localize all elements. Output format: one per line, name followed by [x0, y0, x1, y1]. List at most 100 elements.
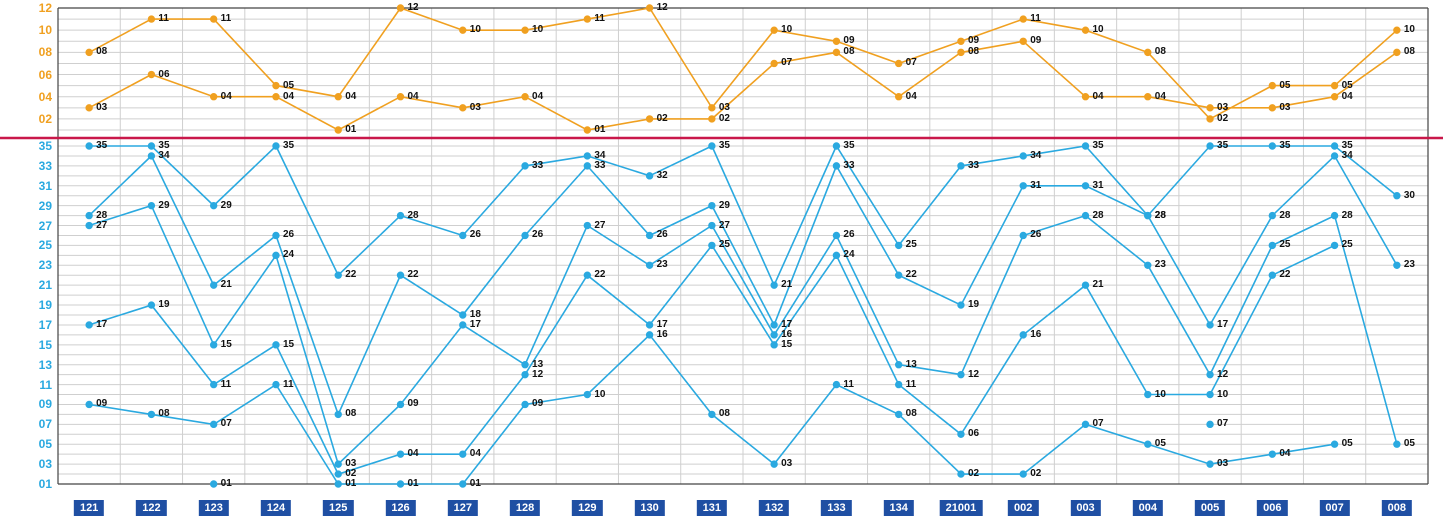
bot-pt-18-3: 03 — [1217, 459, 1228, 469]
bot-pt-15-34: 34 — [1030, 151, 1041, 161]
bot-pt-8-34: 34 — [594, 151, 605, 161]
top-pt-17-8: 08 — [1155, 47, 1166, 57]
bot-pt-1-8: 08 — [158, 409, 169, 419]
bot-pt-2-15: 15 — [221, 340, 232, 350]
top-pt-5-4: 04 — [408, 92, 419, 102]
bot-pt-18-10: 10 — [1217, 390, 1228, 400]
top-pt-20-4: 04 — [1342, 92, 1353, 102]
bot-pt-18-17: 17 — [1217, 320, 1228, 330]
xaxis-005: 005 — [1195, 500, 1225, 516]
xaxis-003: 003 — [1070, 500, 1100, 516]
bot-pt-2-21: 21 — [221, 280, 232, 290]
top-pt-16-4: 04 — [1093, 92, 1104, 102]
bot-pt-14-6: 06 — [968, 429, 979, 439]
bot-pt-11-15: 15 — [781, 340, 792, 350]
bot-pt-0-27: 27 — [96, 221, 107, 231]
bot-pt-13-25: 25 — [906, 240, 917, 250]
bot-pt-16-28: 28 — [1093, 211, 1104, 221]
top-pt-17-4: 04 — [1155, 92, 1166, 102]
top-pt-14-8: 08 — [968, 47, 979, 57]
bot-pt-8-10: 10 — [594, 390, 605, 400]
top-pt-1-6: 06 — [158, 70, 169, 80]
bot-pt-7-12: 12 — [532, 370, 543, 380]
bot-pt-21-23: 23 — [1404, 260, 1415, 270]
xaxis-004: 004 — [1133, 500, 1163, 516]
bot-pt-14-33: 33 — [968, 161, 979, 171]
bot-pt-21-5: 05 — [1404, 439, 1415, 449]
bot-pt-10-27: 27 — [719, 221, 730, 231]
bot-pt-19-28: 28 — [1279, 211, 1290, 221]
bot-pt-9-16: 16 — [657, 330, 668, 340]
top-pt-4-1: 01 — [345, 125, 356, 135]
top-pt-5-12: 12 — [408, 3, 419, 13]
top-pt-21-8: 08 — [1404, 47, 1415, 57]
bot-pt-7-13: 13 — [532, 360, 543, 370]
bot-pt-9-32: 32 — [657, 171, 668, 181]
bot-pt-8-33: 33 — [594, 161, 605, 171]
bot-pt-10-8: 08 — [719, 409, 730, 419]
bot-pt-7-9: 09 — [532, 399, 543, 409]
yaxis-top-10: 10 — [22, 24, 52, 36]
bot-pt-16-7: 07 — [1093, 419, 1104, 429]
bot-pt-2-1: 01 — [221, 479, 232, 489]
top-pt-16-10: 10 — [1093, 25, 1104, 35]
bot-pt-0-35: 35 — [96, 141, 107, 151]
top-pt-18-2: 02 — [1217, 114, 1228, 124]
bot-pt-3-11: 11 — [283, 380, 294, 390]
top-pt-15-9: 09 — [1030, 36, 1041, 46]
bot-pt-9-26: 26 — [657, 230, 668, 240]
top-pt-11-7: 07 — [781, 58, 792, 68]
bot-pt-6-26: 26 — [470, 230, 481, 240]
xaxis-21001: 21001 — [940, 500, 983, 516]
yaxis-bot-09: 09 — [22, 398, 52, 410]
top-pt-21-10: 10 — [1404, 25, 1415, 35]
bot-pt-6-1: 01 — [470, 479, 481, 489]
bot-pt-17-23: 23 — [1155, 260, 1166, 270]
top-pt-3-5: 05 — [283, 81, 294, 91]
bot-pt-21-30: 30 — [1404, 191, 1415, 201]
yaxis-bot-15: 15 — [22, 339, 52, 351]
yaxis-bot-23: 23 — [22, 259, 52, 271]
bot-pt-11-16: 16 — [781, 330, 792, 340]
yaxis-bot-11: 11 — [22, 379, 52, 391]
bot-pt-12-11: 11 — [843, 380, 854, 390]
yaxis-top-08: 08 — [22, 46, 52, 58]
top-pt-0-3: 03 — [96, 103, 107, 113]
yaxis-bot-19: 19 — [22, 299, 52, 311]
bot-pt-2-11: 11 — [221, 380, 232, 390]
top-pt-13-4: 04 — [906, 92, 917, 102]
top-pt-2-4: 04 — [221, 92, 232, 102]
xaxis-127: 127 — [448, 500, 478, 516]
bot-pt-1-35: 35 — [158, 141, 169, 151]
xaxis-134: 134 — [883, 500, 913, 516]
bot-pt-1-34: 34 — [158, 151, 169, 161]
top-pt-8-1: 01 — [594, 125, 605, 135]
xaxis-125: 125 — [323, 500, 353, 516]
xaxis-123: 123 — [198, 500, 228, 516]
bot-pt-13-8: 08 — [906, 409, 917, 419]
top-pt-0-8: 08 — [96, 47, 107, 57]
bot-pt-14-12: 12 — [968, 370, 979, 380]
bot-pt-11-17: 17 — [781, 320, 792, 330]
top-pt-7-10: 10 — [532, 25, 543, 35]
xaxis-008: 008 — [1382, 500, 1412, 516]
bot-pt-3-24: 24 — [283, 250, 294, 260]
bot-pt-12-33: 33 — [843, 161, 854, 171]
xaxis-129: 129 — [572, 500, 602, 516]
top-pt-1-11: 11 — [158, 14, 169, 24]
bot-pt-15-16: 16 — [1030, 330, 1041, 340]
bot-pt-17-28: 28 — [1155, 211, 1166, 221]
bot-pt-12-26: 26 — [843, 230, 854, 240]
yaxis-bot-03: 03 — [22, 458, 52, 470]
top-pt-12-9: 09 — [843, 36, 854, 46]
yaxis-top-06: 06 — [22, 69, 52, 81]
bot-pt-2-7: 07 — [221, 419, 232, 429]
bot-pt-19-25: 25 — [1279, 240, 1290, 250]
bot-pt-0-28: 28 — [96, 211, 107, 221]
top-pt-8-11: 11 — [594, 14, 605, 24]
bot-pt-4-8: 08 — [345, 409, 356, 419]
top-pt-4-4: 04 — [345, 92, 356, 102]
bot-pt-5-22: 22 — [408, 270, 419, 280]
top-pt-13-7: 07 — [906, 58, 917, 68]
xaxis-002: 002 — [1008, 500, 1038, 516]
